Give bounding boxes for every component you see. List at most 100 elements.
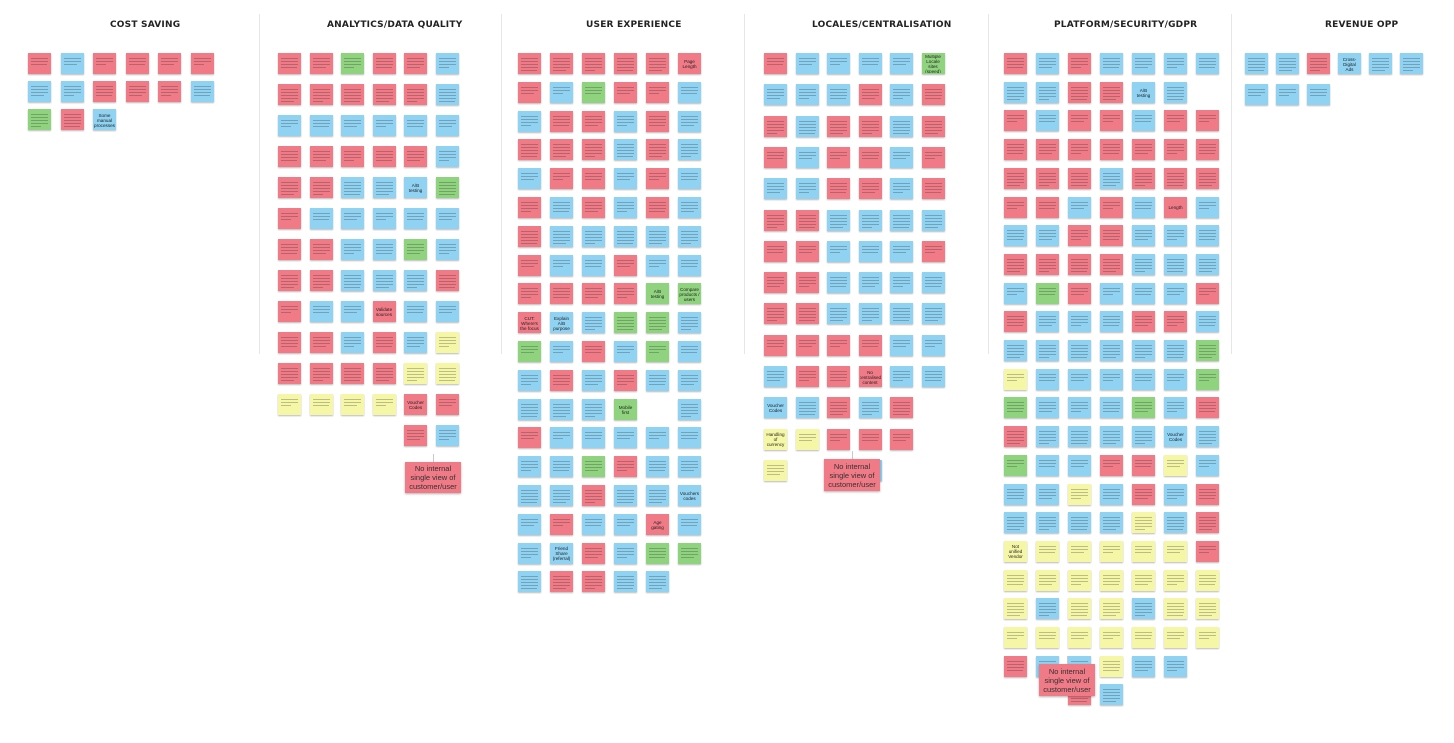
- sticky-note[interactable]: [435, 84, 459, 105]
- sticky-note[interactable]: [278, 301, 301, 322]
- sticky-note[interactable]: [921, 272, 945, 294]
- sticky-note[interactable]: [1100, 368, 1123, 390]
- sticky-note[interactable]: [435, 146, 459, 167]
- sticky-note[interactable]: [278, 115, 301, 136]
- sticky-note[interactable]: [1100, 110, 1123, 132]
- sticky-note[interactable]: [795, 178, 819, 200]
- sticky-note[interactable]: [341, 332, 364, 353]
- sticky-note[interactable]: [1036, 454, 1059, 476]
- sticky-note[interactable]: [550, 427, 573, 449]
- sticky-note[interactable]: [309, 53, 333, 74]
- sticky-note[interactable]: [278, 208, 301, 229]
- sticky-note[interactable]: [1196, 253, 1219, 275]
- sticky-note[interactable]: [1132, 397, 1155, 419]
- sticky-note[interactable]: [341, 115, 364, 136]
- sticky-note[interactable]: [1164, 598, 1187, 620]
- sticky-note[interactable]: [890, 84, 913, 106]
- sticky-note[interactable]: [582, 485, 605, 506]
- sticky-note[interactable]: [1036, 340, 1059, 361]
- sticky-note[interactable]: [1068, 110, 1091, 132]
- sticky-note[interactable]: [646, 312, 669, 334]
- sticky-note[interactable]: [858, 178, 882, 200]
- sticky-note[interactable]: [858, 209, 882, 231]
- sticky-note[interactable]: Length: [1164, 196, 1187, 218]
- sticky-note[interactable]: [1164, 512, 1187, 534]
- sticky-note[interactable]: [1036, 282, 1059, 304]
- sticky-note[interactable]: [1036, 368, 1059, 390]
- sticky-note[interactable]: [518, 485, 541, 506]
- sticky-note[interactable]: [518, 341, 541, 362]
- sticky-note[interactable]: [1196, 454, 1219, 476]
- sticky-note[interactable]: Compare products / users: [678, 283, 701, 305]
- sticky-note[interactable]: [1100, 512, 1123, 534]
- sticky-note[interactable]: [582, 283, 605, 305]
- sticky-note[interactable]: [1100, 426, 1123, 448]
- sticky-note[interactable]: [309, 146, 333, 167]
- sticky-note[interactable]: [190, 81, 214, 102]
- sticky-note[interactable]: [1100, 684, 1123, 706]
- sticky-note[interactable]: [1004, 81, 1027, 103]
- sticky-note[interactable]: Page Length: [678, 53, 701, 74]
- sticky-note[interactable]: [858, 146, 882, 168]
- sticky-note[interactable]: [518, 571, 541, 593]
- sticky-note[interactable]: [678, 427, 701, 449]
- sticky-note[interactable]: [921, 84, 945, 106]
- sticky-note[interactable]: [678, 225, 701, 247]
- sticky-note[interactable]: Some manual processes: [93, 109, 116, 130]
- sticky-note[interactable]: [764, 334, 787, 356]
- sticky-note[interactable]: [435, 115, 459, 136]
- sticky-note[interactable]: [435, 53, 459, 74]
- sticky-note[interactable]: [1004, 311, 1027, 333]
- sticky-note[interactable]: [1164, 139, 1187, 161]
- sticky-note[interactable]: [1164, 454, 1187, 476]
- sticky-note[interactable]: [309, 394, 333, 415]
- sticky-note[interactable]: Handling of currency: [764, 428, 787, 450]
- sticky-note[interactable]: [278, 363, 301, 384]
- sticky-note[interactable]: [1068, 53, 1091, 74]
- sticky-note[interactable]: [404, 270, 427, 291]
- sticky-note[interactable]: [60, 81, 84, 102]
- sticky-note[interactable]: [1132, 282, 1155, 304]
- sticky-note[interactable]: [435, 177, 459, 198]
- sticky-note[interactable]: [550, 81, 573, 103]
- sticky-note[interactable]: [921, 303, 945, 325]
- sticky-note[interactable]: [890, 428, 913, 450]
- sticky-note[interactable]: Multiple Locale sites (speed): [921, 53, 945, 74]
- sticky-note[interactable]: [1068, 540, 1091, 562]
- sticky-note[interactable]: [1164, 225, 1187, 247]
- sticky-note[interactable]: [890, 366, 913, 387]
- sticky-note[interactable]: [372, 115, 396, 136]
- sticky-note[interactable]: [827, 303, 850, 325]
- sticky-note[interactable]: [60, 53, 84, 74]
- sticky-note[interactable]: [827, 240, 850, 262]
- sticky-note[interactable]: [678, 110, 701, 132]
- sticky-note[interactable]: [341, 363, 364, 384]
- sticky-note[interactable]: [1100, 540, 1123, 562]
- sticky-note[interactable]: [1164, 167, 1187, 189]
- sticky-note[interactable]: [1004, 53, 1027, 74]
- sticky-note[interactable]: [1004, 225, 1027, 247]
- sticky-note[interactable]: [1036, 483, 1059, 505]
- sticky-note[interactable]: [678, 168, 701, 190]
- sticky-note[interactable]: [1036, 167, 1059, 189]
- sticky-note[interactable]: [1100, 655, 1123, 677]
- sticky-note[interactable]: [614, 139, 637, 161]
- sticky-note[interactable]: [1196, 110, 1219, 132]
- sticky-note[interactable]: [1276, 84, 1299, 105]
- sticky-note[interactable]: [678, 513, 701, 535]
- sticky-note[interactable]: [341, 239, 364, 260]
- sticky-note[interactable]: [890, 272, 913, 294]
- sticky-note[interactable]: [1004, 282, 1027, 304]
- sticky-note[interactable]: [646, 341, 669, 362]
- sticky-note[interactable]: [1132, 569, 1155, 591]
- sticky-note[interactable]: [827, 53, 850, 74]
- sticky-note[interactable]: [1100, 253, 1123, 275]
- sticky-note[interactable]: [890, 334, 913, 356]
- sticky-note[interactable]: [372, 146, 396, 167]
- sticky-note[interactable]: [1307, 53, 1330, 74]
- sticky-note[interactable]: [1196, 311, 1219, 333]
- sticky-note[interactable]: [1164, 569, 1187, 591]
- sticky-note[interactable]: [858, 240, 882, 262]
- sticky-note[interactable]: [646, 225, 669, 247]
- sticky-note[interactable]: [435, 332, 459, 353]
